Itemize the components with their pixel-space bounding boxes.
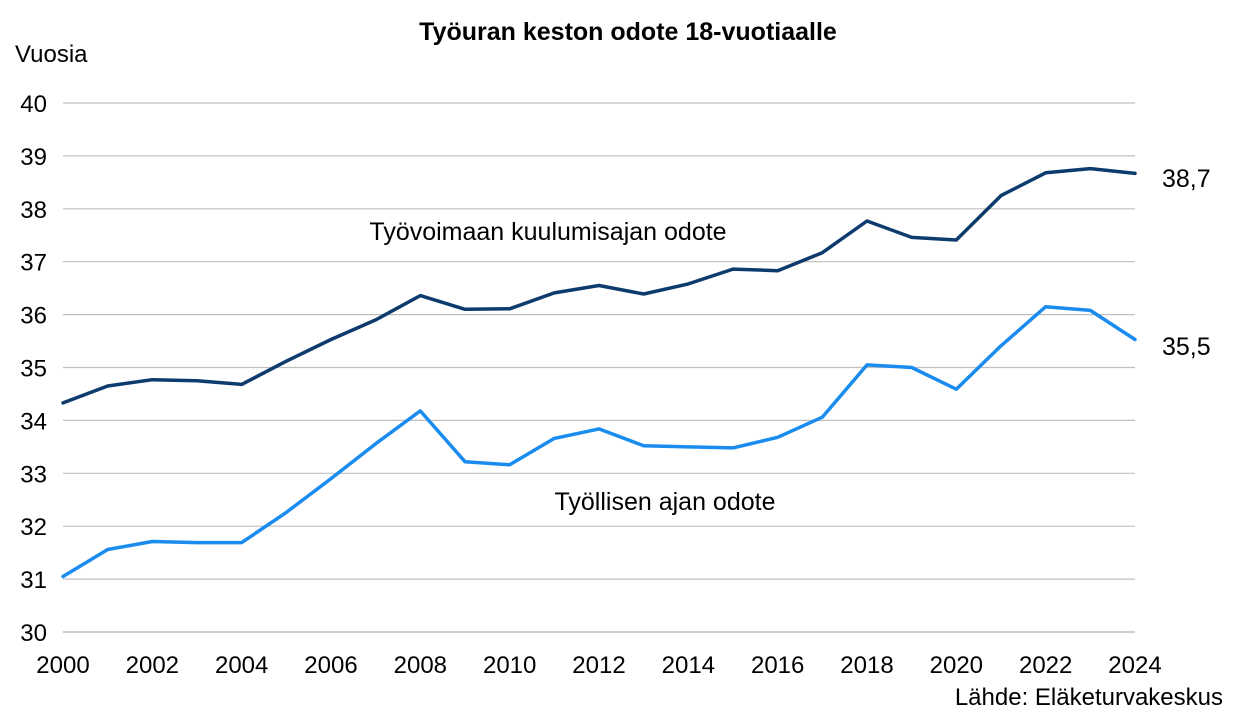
series-line-1 <box>61 304 1137 579</box>
y-tick-33: 33 <box>20 461 47 488</box>
y-tick-35: 35 <box>20 356 47 383</box>
series-line-0 <box>61 166 1137 405</box>
x-tick-2004: 2004 <box>215 652 268 679</box>
series-lines <box>61 166 1137 579</box>
y-tick-39: 39 <box>20 144 47 171</box>
gridlines <box>63 102 1135 580</box>
y-tick-34: 34 <box>20 408 47 435</box>
x-tick-2000: 2000 <box>36 652 89 679</box>
y-tick-30: 30 <box>20 620 47 647</box>
end-label-tyovoima: 38,7 <box>1162 165 1211 193</box>
y-tick-32: 32 <box>20 514 47 541</box>
y-tick-labels: 30 31 32 33 34 35 36 37 38 39 40 <box>20 91 47 647</box>
y-tick-40: 40 <box>20 91 47 118</box>
x-tick-2006: 2006 <box>304 652 357 679</box>
y-axis-label: Vuosia <box>15 41 88 68</box>
x-tick-2012: 2012 <box>572 652 625 679</box>
series-label-tyollinen: Työllisen ajan odote <box>555 488 776 516</box>
y-tick-31: 31 <box>20 567 47 594</box>
y-tick-37: 37 <box>20 250 47 277</box>
series-label-tyovoima: Työvoimaan kuulumisajan odote <box>369 218 726 246</box>
x-tick-2010: 2010 <box>483 652 536 679</box>
x-tick-2016: 2016 <box>751 652 804 679</box>
x-tick-labels: 2000 2002 2004 2006 2008 2010 2012 2014 2016 2018… <box>36 652 1161 679</box>
x-tick-2022: 2022 <box>1019 652 1072 679</box>
x-tick-2008: 2008 <box>394 652 447 679</box>
x-tick-2018: 2018 <box>840 652 893 679</box>
y-tick-38: 38 <box>20 197 47 224</box>
x-tick-2014: 2014 <box>662 652 715 679</box>
source-note: Lähde: Eläketurvakeskus <box>955 684 1223 711</box>
x-tick-2002: 2002 <box>126 652 179 679</box>
chart-title: Työuran keston odote 18-vuotiaalle <box>419 18 837 46</box>
end-label-tyollinen: 35,5 <box>1162 333 1211 361</box>
x-tick-2024: 2024 <box>1108 652 1161 679</box>
y-tick-36: 36 <box>20 303 47 330</box>
x-tick-2020: 2020 <box>930 652 983 679</box>
